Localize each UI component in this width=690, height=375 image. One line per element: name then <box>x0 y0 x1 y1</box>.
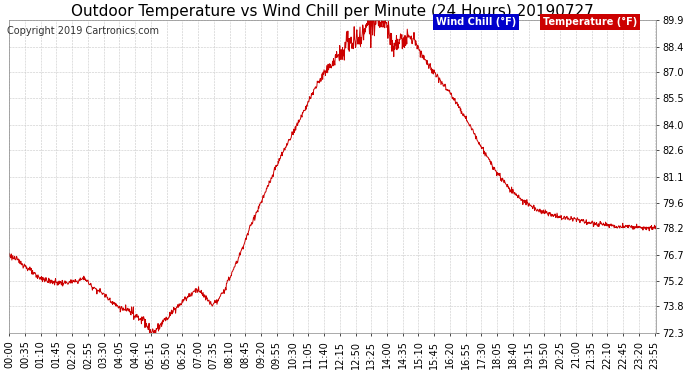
Title: Outdoor Temperature vs Wind Chill per Minute (24 Hours) 20190727: Outdoor Temperature vs Wind Chill per Mi… <box>72 4 594 19</box>
Text: Wind Chill (°F): Wind Chill (°F) <box>435 16 516 27</box>
Text: Copyright 2019 Cartronics.com: Copyright 2019 Cartronics.com <box>7 26 159 36</box>
Text: Temperature (°F): Temperature (°F) <box>542 16 637 27</box>
